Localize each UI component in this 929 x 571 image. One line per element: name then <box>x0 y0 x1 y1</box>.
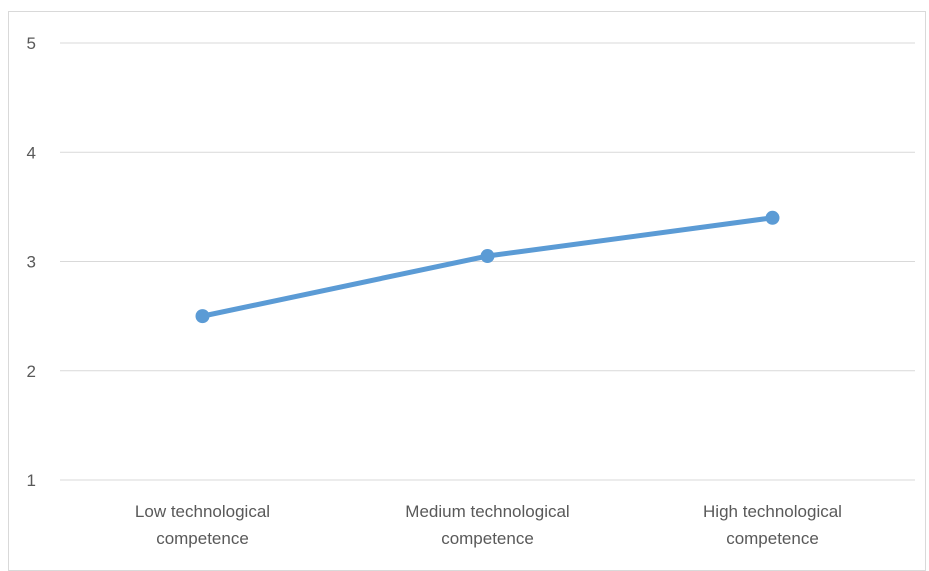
chart-area <box>8 11 926 571</box>
x-tick-label: Low technological competence <box>135 502 270 548</box>
data-point <box>195 309 210 324</box>
x-tick-label-line: competence <box>156 529 249 548</box>
x-tick-label: High technological competence <box>703 502 842 548</box>
gridlines <box>60 42 915 481</box>
x-tick-label-line: High technological <box>703 502 842 521</box>
x-tick-label-line: Medium technological <box>405 502 569 521</box>
x-tick-label-line: competence <box>441 529 534 548</box>
y-tick-label: 1 <box>27 471 36 490</box>
data-point <box>765 210 780 225</box>
y-axis-tick-labels: 1 2 3 4 5 <box>27 34 36 490</box>
data-point <box>480 249 495 264</box>
x-tick-label-line: Low technological <box>135 502 270 521</box>
series-line <box>200 215 775 319</box>
x-tick-label-line: competence <box>726 529 819 548</box>
y-tick-label: 5 <box>27 34 36 53</box>
y-tick-label: 2 <box>27 362 36 381</box>
series-layer <box>195 210 780 324</box>
y-tick-label: 4 <box>27 143 36 162</box>
y-tick-label: 3 <box>27 253 36 272</box>
x-tick-label: Medium technological competence <box>405 502 569 548</box>
